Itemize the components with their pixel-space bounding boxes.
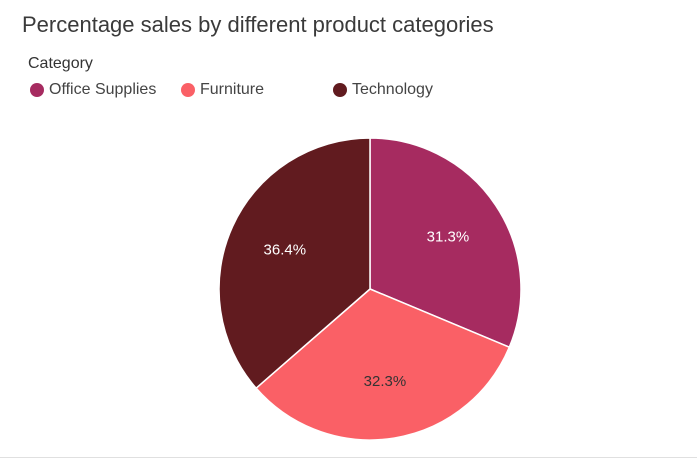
legend-label-office-supplies: Office Supplies	[49, 81, 157, 98]
legend-swatch-technology	[333, 83, 347, 97]
legend-item-furniture[interactable]: Furniture	[181, 80, 264, 100]
legend-swatch-furniture	[181, 83, 195, 97]
pie-slice-technology[interactable]	[218, 137, 371, 389]
slice-label-office-supplies: 31.3%	[427, 229, 470, 246]
pie-slice-office-supplies[interactable]	[369, 137, 522, 348]
legend-swatch-office-supplies	[30, 83, 44, 97]
legend-label-furniture: Furniture	[200, 81, 265, 98]
legend-title: Category	[28, 55, 93, 72]
legend-item-technology[interactable]: Technology	[333, 80, 433, 100]
chart-title: Percentage sales by different product ca…	[22, 12, 494, 37]
pie-slice-furniture[interactable]	[255, 288, 511, 441]
legend-label-technology: Technology	[352, 81, 433, 98]
slice-label-furniture: 32.3%	[364, 373, 407, 390]
slice-label-technology: 36.4%	[264, 242, 307, 259]
legend-item-office-supplies[interactable]: Office Supplies	[30, 80, 156, 100]
